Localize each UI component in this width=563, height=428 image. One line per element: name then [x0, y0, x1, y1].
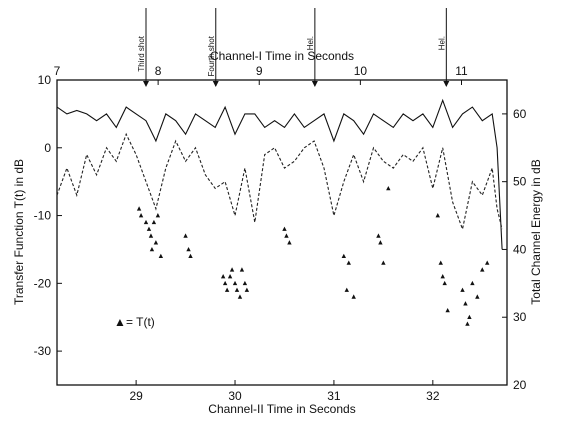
triangle-point [158, 253, 164, 259]
solid-series [56, 98, 503, 250]
triangle-point [282, 226, 287, 231]
triangle-point [287, 240, 292, 245]
plot-frame [56, 79, 508, 386]
right-tick-label: 40 [513, 242, 527, 256]
triangle-point [381, 260, 386, 265]
triangle-point [438, 260, 443, 265]
triangle-point [232, 280, 238, 286]
triangle-point [186, 246, 191, 252]
triangle-point [480, 267, 485, 272]
triangle-point [284, 233, 289, 238]
axis-ticks: 7 8 9 10 11 29 30 31 32 10 0 -10 -20 -30 60 50 40 30 20 [34, 64, 527, 403]
top-tick-label: 11 [455, 64, 468, 78]
dashed-series [56, 132, 503, 232]
triangle-point [237, 294, 243, 299]
right-tick-label: 30 [513, 310, 527, 324]
triangle-point [146, 226, 152, 231]
top-tick-label: 9 [256, 64, 263, 78]
triangle-point [341, 253, 347, 259]
triangle-point [136, 206, 142, 211]
triangle-point [378, 240, 383, 245]
triangle-point [234, 287, 240, 292]
triangle-point [445, 307, 450, 313]
left-tick-label: 0 [44, 141, 51, 155]
annotation-label: Fourth shot [207, 35, 216, 76]
triangle-point [435, 213, 440, 218]
triangle-point [224, 287, 230, 292]
annotation-arrowhead [443, 81, 450, 87]
triangle-point [153, 240, 159, 245]
dashed-series-line [56, 132, 503, 232]
triangle-point [143, 219, 149, 225]
triangle-point [239, 267, 245, 272]
top-tick-label: 7 [54, 64, 61, 78]
triangle-point [242, 280, 248, 286]
solid-series-line [56, 98, 503, 250]
triangle-point [467, 314, 472, 320]
top-tick-label: 10 [354, 64, 368, 78]
triangle-point [346, 260, 351, 265]
triangle-point [188, 253, 193, 259]
annotation-label: Hel. [306, 36, 315, 50]
right-tick-label: 20 [513, 378, 527, 392]
bottom-tick-label: 29 [129, 389, 143, 403]
right-tick-label: 50 [513, 175, 527, 189]
triangle-point [222, 280, 228, 286]
triangle-point [220, 274, 226, 279]
annotation-arrowhead [142, 81, 149, 87]
annotations: Third shot Fourth shot Hel. Hel. [137, 8, 450, 87]
triangle-point [244, 287, 250, 292]
annotation-arrowhead [311, 81, 318, 87]
left-tick-label: -30 [34, 344, 52, 358]
triangle-point [229, 267, 235, 272]
right-axis-label: Total Channel Energy in dB [529, 159, 543, 304]
triangle-point [470, 280, 475, 286]
left-tick-label: -20 [34, 276, 52, 290]
triangle-point [183, 233, 188, 238]
annotation-label: Hel. [437, 36, 446, 50]
bottom-tick-label: 31 [327, 389, 341, 403]
triangle-point [460, 287, 465, 292]
left-axis-label: Transfer Function T(t) in dB [12, 159, 26, 305]
triangle-point [463, 301, 468, 306]
triangle-point [386, 185, 391, 191]
triangle-point [149, 246, 155, 252]
bottom-axis-label: Channel-II Time in Seconds [208, 402, 355, 416]
triangle-point [442, 280, 447, 286]
triangle-point [485, 260, 490, 265]
triangle-point [475, 294, 480, 299]
triangle-point [151, 219, 157, 225]
triangle-point [440, 274, 445, 279]
triangle-point [351, 294, 356, 299]
top-tick-label: 8 [155, 64, 162, 78]
annotation-label: Third shot [137, 35, 146, 71]
legend-text: = T(t) [126, 315, 155, 329]
triangle-point [227, 274, 233, 279]
triangle-point [344, 287, 349, 292]
right-tick-label: 60 [513, 107, 527, 121]
triangle-point [148, 233, 154, 238]
triangle-point [138, 213, 144, 218]
triangle-point [376, 233, 381, 238]
bottom-tick-label: 32 [426, 389, 440, 403]
triangle-series [136, 185, 490, 326]
triangle-point [155, 213, 161, 218]
left-tick-label: -10 [34, 209, 52, 223]
legend-marker: ▲ [114, 315, 126, 329]
left-tick-label: 10 [38, 73, 52, 87]
triangle-point [465, 321, 470, 326]
bottom-tick-label: 30 [228, 389, 242, 403]
annotation-arrowhead [212, 81, 219, 87]
top-axis-label: Channel-I Time in Seconds [210, 49, 354, 63]
